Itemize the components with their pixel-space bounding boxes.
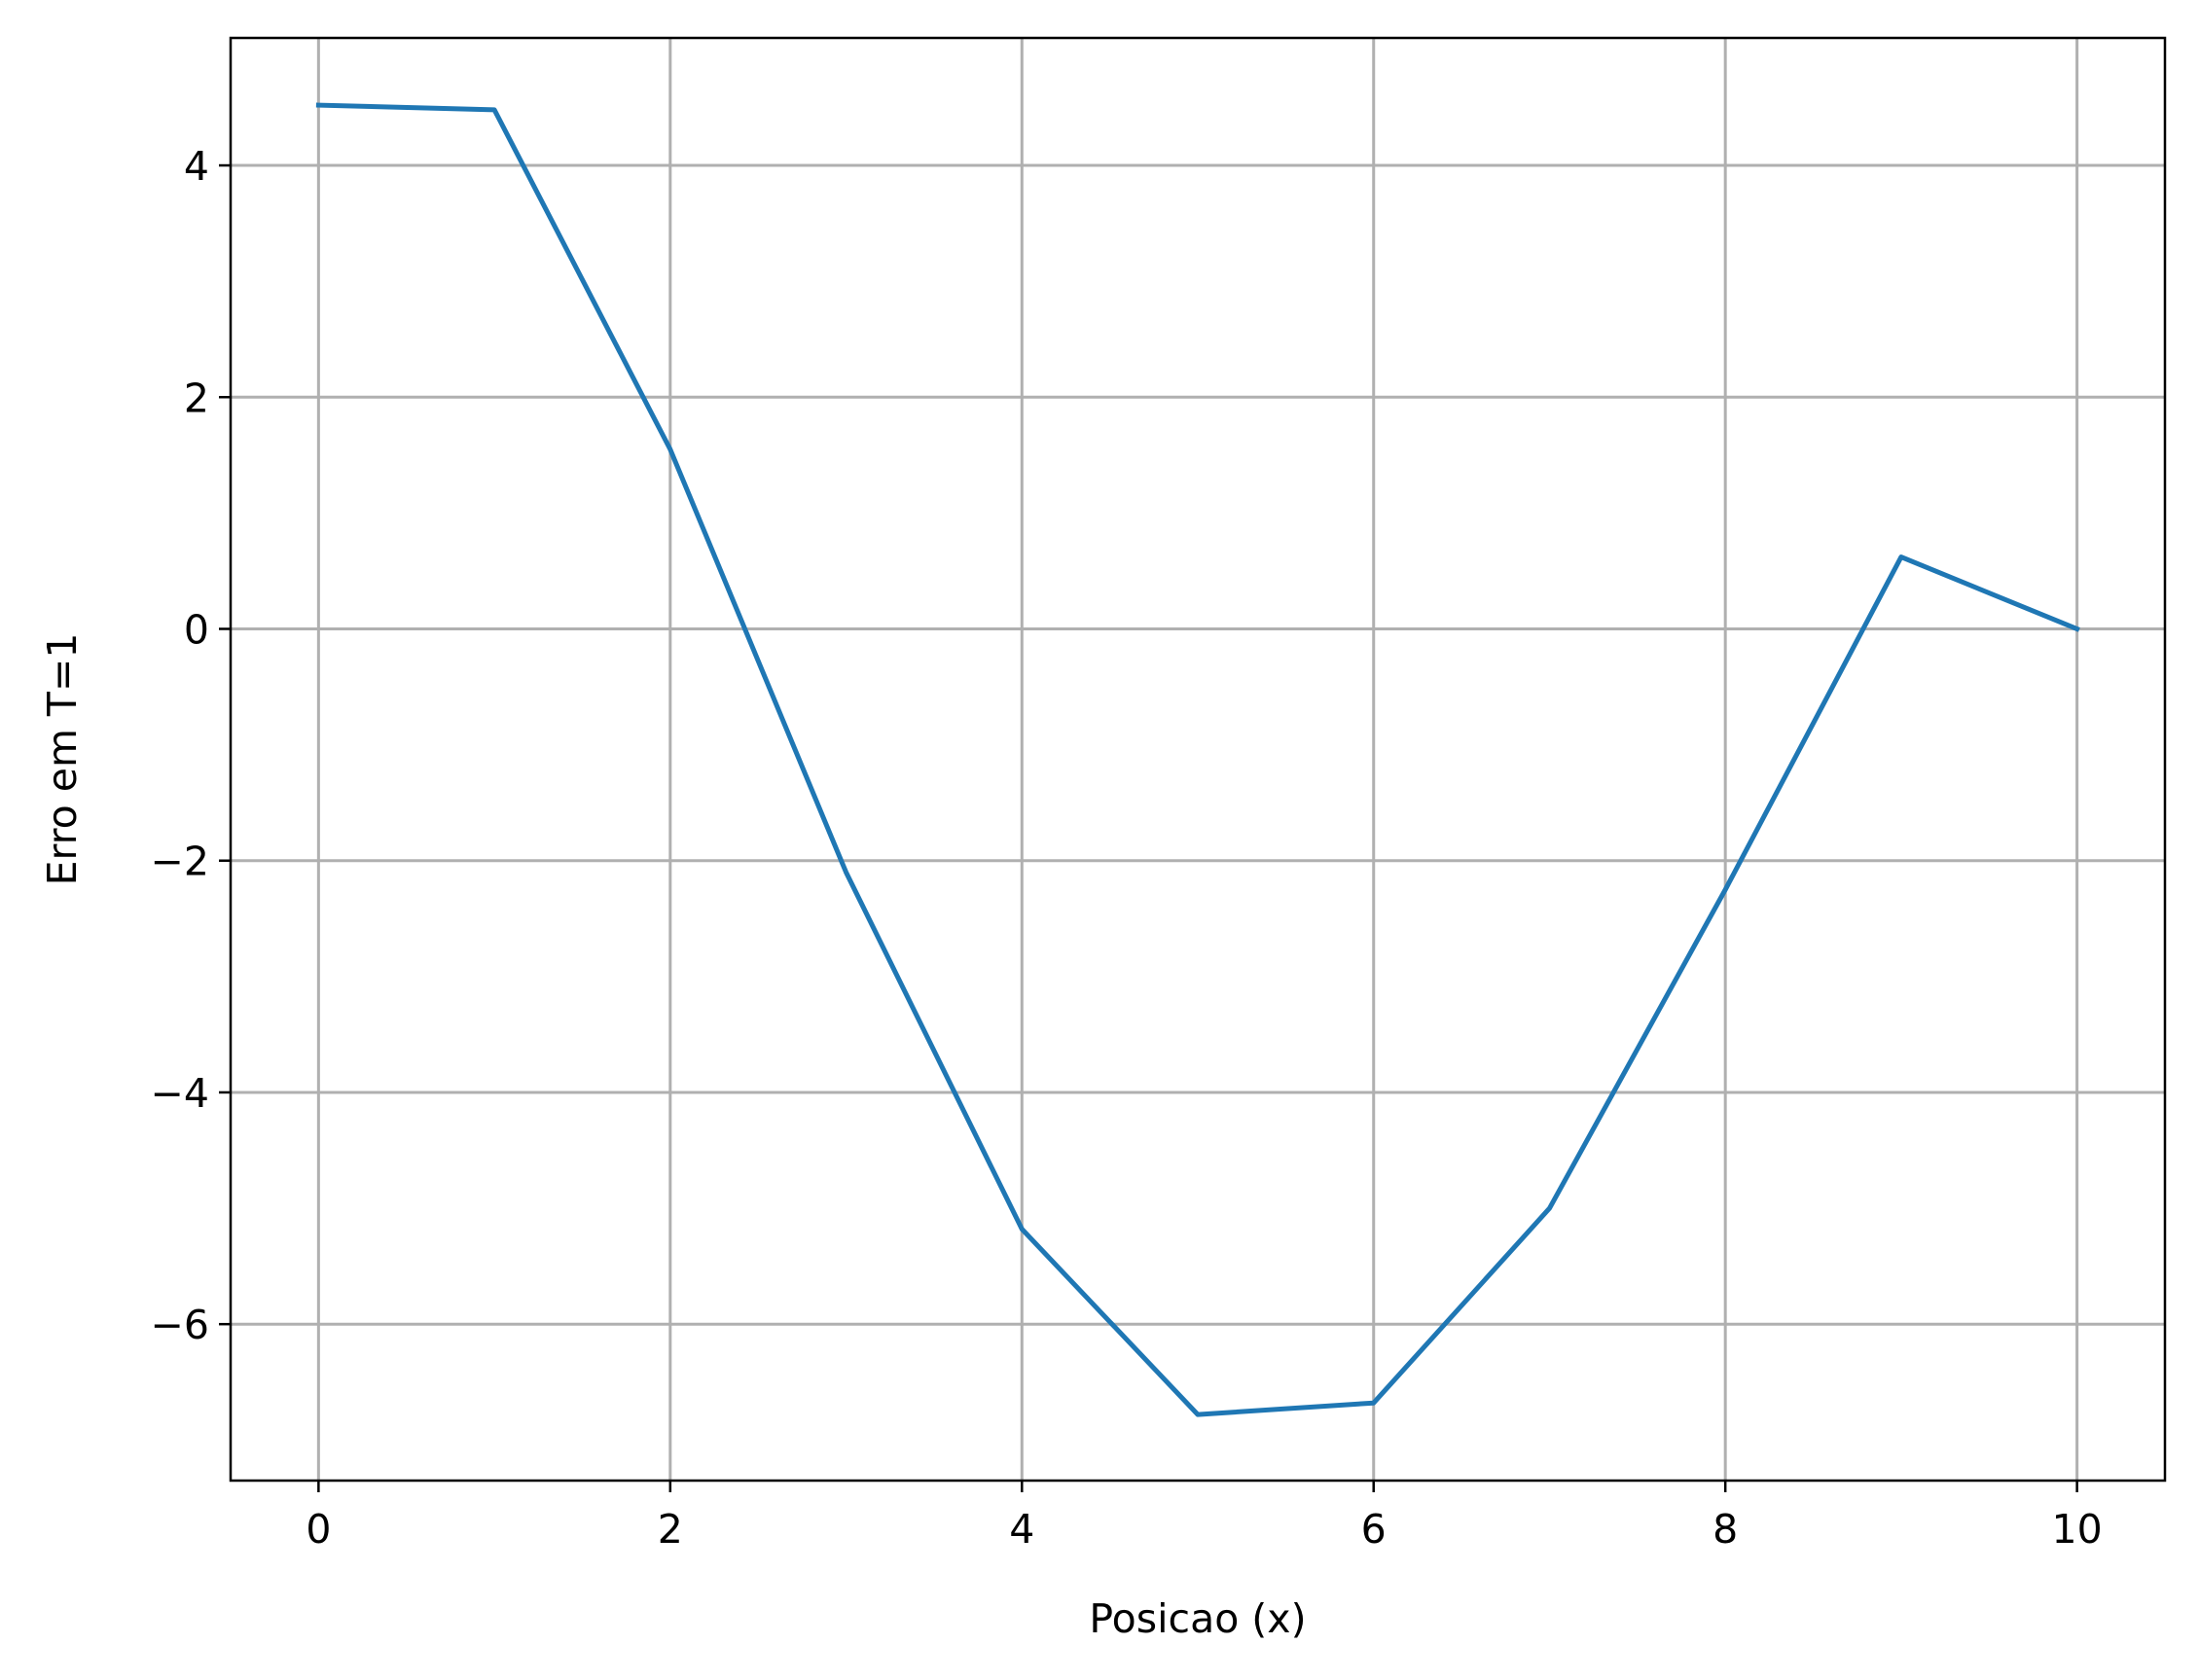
y-axis-label: Erro em T=1 bbox=[39, 633, 86, 886]
axis-ticks: 0 2 4 6 8 10 4 2 0 −2 −4 −6 bbox=[151, 143, 2103, 1553]
y-tick-label: −4 bbox=[151, 1070, 209, 1117]
x-tick-label: 0 bbox=[306, 1506, 331, 1553]
x-axis-label: Posicao (x) bbox=[1089, 1595, 1306, 1642]
x-tick-label: 6 bbox=[1361, 1506, 1387, 1553]
x-tick-label: 10 bbox=[2052, 1506, 2103, 1553]
y-tick-label: 0 bbox=[184, 606, 209, 653]
series-line bbox=[315, 102, 2080, 1417]
x-tick-label: 4 bbox=[1009, 1506, 1034, 1553]
x-tick-label: 2 bbox=[658, 1506, 683, 1553]
plot-frame bbox=[229, 36, 2167, 1483]
series-layer bbox=[315, 102, 2080, 1417]
y-tick-label: 4 bbox=[184, 143, 209, 190]
x-tick-label: 8 bbox=[1712, 1506, 1738, 1553]
y-tick-label: 2 bbox=[184, 375, 209, 421]
y-tick-label: −2 bbox=[151, 839, 209, 885]
y-tick-label: −6 bbox=[151, 1302, 209, 1348]
grid-lines bbox=[231, 38, 2165, 1481]
